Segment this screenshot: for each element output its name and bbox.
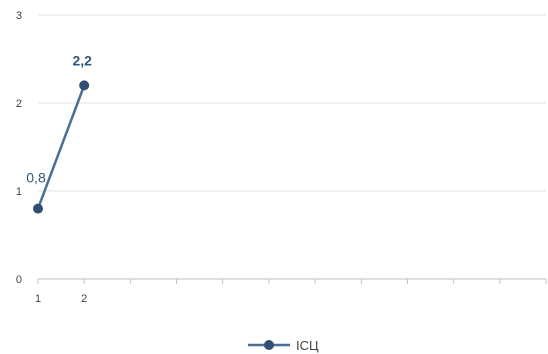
y-tick-label: 3 bbox=[16, 10, 22, 22]
series-line bbox=[36, 84, 86, 210]
legend-marker bbox=[264, 340, 274, 350]
data-label: 0,8 bbox=[26, 170, 46, 186]
y-tick-label: 1 bbox=[16, 186, 22, 198]
data-label: 2,2 bbox=[72, 52, 92, 68]
series-icsc bbox=[33, 80, 90, 214]
x-tick-label: 2 bbox=[81, 293, 87, 305]
data-point bbox=[79, 80, 90, 91]
gridlines bbox=[38, 14, 546, 192]
x-axis bbox=[37, 278, 547, 284]
data-labels: 0,8 2,2 bbox=[26, 52, 92, 185]
legend: ІСЦ bbox=[248, 338, 319, 353]
legend-label: ІСЦ bbox=[296, 338, 319, 353]
y-tick-label: 0 bbox=[16, 274, 22, 286]
x-tick-label: 1 bbox=[35, 293, 41, 305]
y-tick-label: 2 bbox=[16, 98, 22, 110]
y-axis-tick-labels: 0 1 2 3 bbox=[16, 10, 22, 286]
data-point bbox=[33, 203, 43, 214]
